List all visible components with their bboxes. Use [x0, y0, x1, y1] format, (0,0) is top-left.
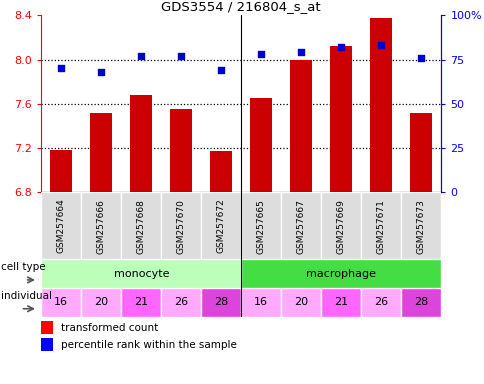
- Point: [177, 53, 185, 59]
- Bar: [401, 192, 440, 259]
- Bar: [121, 288, 161, 317]
- Bar: [250, 98, 272, 192]
- Text: transformed count: transformed count: [60, 323, 158, 333]
- Bar: [41, 288, 81, 317]
- Point: [337, 44, 345, 50]
- Bar: [41, 338, 53, 351]
- Text: 21: 21: [134, 297, 148, 308]
- Bar: [210, 151, 232, 192]
- Bar: [130, 95, 152, 192]
- Text: GSM257665: GSM257665: [256, 199, 265, 253]
- Bar: [81, 288, 121, 317]
- Text: GSM257668: GSM257668: [136, 199, 146, 253]
- Text: 21: 21: [333, 297, 348, 308]
- Bar: [290, 60, 312, 192]
- Text: macrophage: macrophage: [306, 268, 376, 279]
- Bar: [401, 288, 440, 317]
- Bar: [50, 150, 72, 192]
- Bar: [170, 109, 192, 192]
- Point: [97, 69, 105, 75]
- Text: cell type: cell type: [1, 262, 45, 272]
- Bar: [161, 288, 201, 317]
- Text: GSM257672: GSM257672: [216, 199, 226, 253]
- Bar: [281, 288, 320, 317]
- Bar: [121, 192, 161, 259]
- Text: 20: 20: [94, 297, 108, 308]
- Bar: [41, 192, 81, 259]
- Bar: [320, 288, 361, 317]
- Bar: [370, 18, 392, 192]
- Bar: [330, 46, 351, 192]
- Text: 16: 16: [254, 297, 268, 308]
- Bar: [281, 192, 320, 259]
- Text: GSM257673: GSM257673: [416, 199, 425, 253]
- Bar: [409, 113, 431, 192]
- Text: GSM257667: GSM257667: [296, 199, 305, 253]
- Bar: [241, 288, 281, 317]
- Text: GSM257666: GSM257666: [96, 199, 106, 253]
- Text: 26: 26: [374, 297, 388, 308]
- Bar: [241, 259, 440, 288]
- Point: [417, 55, 424, 61]
- Text: 28: 28: [413, 297, 427, 308]
- Text: GSM257669: GSM257669: [336, 199, 345, 253]
- Bar: [201, 288, 241, 317]
- Bar: [361, 192, 400, 259]
- Point: [137, 53, 145, 59]
- Text: individual: individual: [1, 291, 52, 301]
- Bar: [241, 192, 281, 259]
- Text: GSM257670: GSM257670: [176, 199, 185, 253]
- Text: 16: 16: [54, 297, 68, 308]
- Text: 20: 20: [294, 297, 308, 308]
- Bar: [320, 192, 361, 259]
- Point: [257, 51, 265, 57]
- Bar: [41, 321, 53, 334]
- Text: 28: 28: [214, 297, 228, 308]
- Text: monocyte: monocyte: [113, 268, 168, 279]
- Point: [57, 65, 65, 71]
- Bar: [90, 113, 112, 192]
- Bar: [361, 288, 400, 317]
- Bar: [201, 192, 241, 259]
- Text: GSM257664: GSM257664: [57, 199, 66, 253]
- Bar: [161, 192, 201, 259]
- Bar: [41, 259, 241, 288]
- Point: [297, 50, 304, 56]
- Bar: [81, 192, 121, 259]
- Text: GSM257671: GSM257671: [376, 199, 385, 253]
- Point: [377, 42, 384, 48]
- Title: GDS3554 / 216804_s_at: GDS3554 / 216804_s_at: [161, 0, 320, 13]
- Text: percentile rank within the sample: percentile rank within the sample: [60, 340, 236, 350]
- Point: [217, 67, 225, 73]
- Text: 26: 26: [174, 297, 188, 308]
